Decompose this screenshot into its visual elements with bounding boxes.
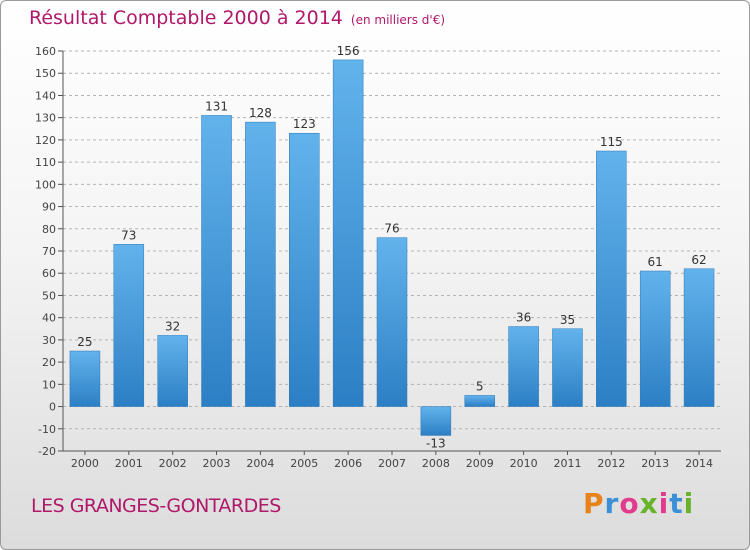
data-label: 115	[600, 135, 623, 149]
bar-2013	[639, 270, 671, 407]
y-tick-label: 70	[42, 245, 56, 258]
x-tick-label: 2000	[71, 457, 99, 470]
bar-2001	[113, 244, 145, 407]
bar-2010	[508, 326, 539, 407]
chart-title-text: Résultat Comptable 2000 à 2014	[29, 7, 343, 29]
y-tick-label: 160	[35, 45, 56, 58]
bar-2008	[420, 406, 452, 436]
bar-2000	[69, 350, 101, 407]
bar-2005	[289, 132, 320, 407]
bar-2007	[376, 237, 408, 407]
bar-2002	[157, 335, 188, 407]
y-tick-label: 10	[42, 378, 56, 391]
data-label: 131	[205, 99, 228, 113]
bar-2006	[332, 59, 364, 407]
proxiti-logo: Proxiti	[583, 487, 694, 520]
x-tick-label: 2006	[334, 457, 362, 470]
data-label: 62	[691, 253, 706, 267]
bar-2004	[245, 121, 276, 407]
y-tick-label: 90	[42, 201, 56, 214]
bar-2011	[552, 328, 583, 407]
x-tick-label: 2007	[378, 457, 406, 470]
y-tick-label: 130	[35, 112, 56, 125]
data-label: 25	[77, 335, 92, 349]
y-tick-label: 40	[42, 312, 56, 325]
data-label: 36	[516, 311, 531, 325]
logo-letter: i	[658, 487, 670, 520]
logo-letter: P	[583, 487, 605, 520]
data-label: 76	[384, 222, 399, 236]
data-label: 73	[121, 228, 136, 242]
y-tick-label: -10	[38, 423, 56, 436]
chart-unit: (en milliers d'€)	[350, 13, 446, 27]
x-tick-label: 2004	[246, 457, 274, 470]
x-tick-label: 2005	[290, 457, 318, 470]
y-tick-label: 100	[35, 178, 56, 191]
x-tick-label: 2001	[115, 457, 143, 470]
data-label: 61	[648, 255, 663, 269]
y-tick-label: 20	[42, 356, 56, 369]
data-label: 128	[249, 106, 272, 120]
logo-letter: o	[619, 487, 640, 520]
logo-letter: i	[683, 487, 695, 520]
y-tick-label: 0	[49, 401, 56, 414]
chart-title: Résultat Comptable 2000 à 2014 (en millie…	[29, 7, 445, 29]
x-tick-label: 2003	[203, 457, 231, 470]
y-tick-label: 50	[42, 289, 56, 302]
logo-letter: r	[604, 487, 620, 520]
data-label: -13	[426, 436, 446, 450]
y-tick-label: 150	[35, 67, 56, 80]
x-tick-label: 2010	[510, 457, 538, 470]
bar-2012	[596, 150, 627, 407]
commune-name: LES GRANGES-GONTARDES	[31, 495, 281, 517]
data-label: 35	[560, 313, 575, 327]
logo-letter: x	[639, 487, 659, 520]
x-tick-label: 2011	[553, 457, 581, 470]
y-tick-label: 60	[42, 267, 56, 280]
data-label: 32	[165, 319, 180, 333]
bar-2009	[464, 395, 495, 407]
x-tick-label: 2014	[685, 457, 713, 470]
x-tick-label: 2012	[597, 457, 625, 470]
y-tick-label: 140	[35, 89, 56, 102]
y-tick-label: 110	[35, 156, 56, 169]
x-tick-label: 2002	[159, 457, 187, 470]
y-tick-label: 30	[42, 334, 56, 347]
x-tick-label: 2009	[466, 457, 494, 470]
bar-2014	[683, 268, 715, 407]
y-tick-label: 120	[35, 134, 56, 147]
data-label: 123	[293, 117, 316, 131]
data-label: 5	[476, 379, 484, 393]
y-tick-label: -20	[38, 445, 56, 458]
y-tick-label: 80	[42, 223, 56, 236]
x-tick-label: 2013	[641, 457, 669, 470]
x-tick-label: 2008	[422, 457, 450, 470]
data-label: 156	[337, 44, 360, 58]
logo-letter: t	[669, 487, 684, 520]
bar-2003	[201, 115, 232, 407]
